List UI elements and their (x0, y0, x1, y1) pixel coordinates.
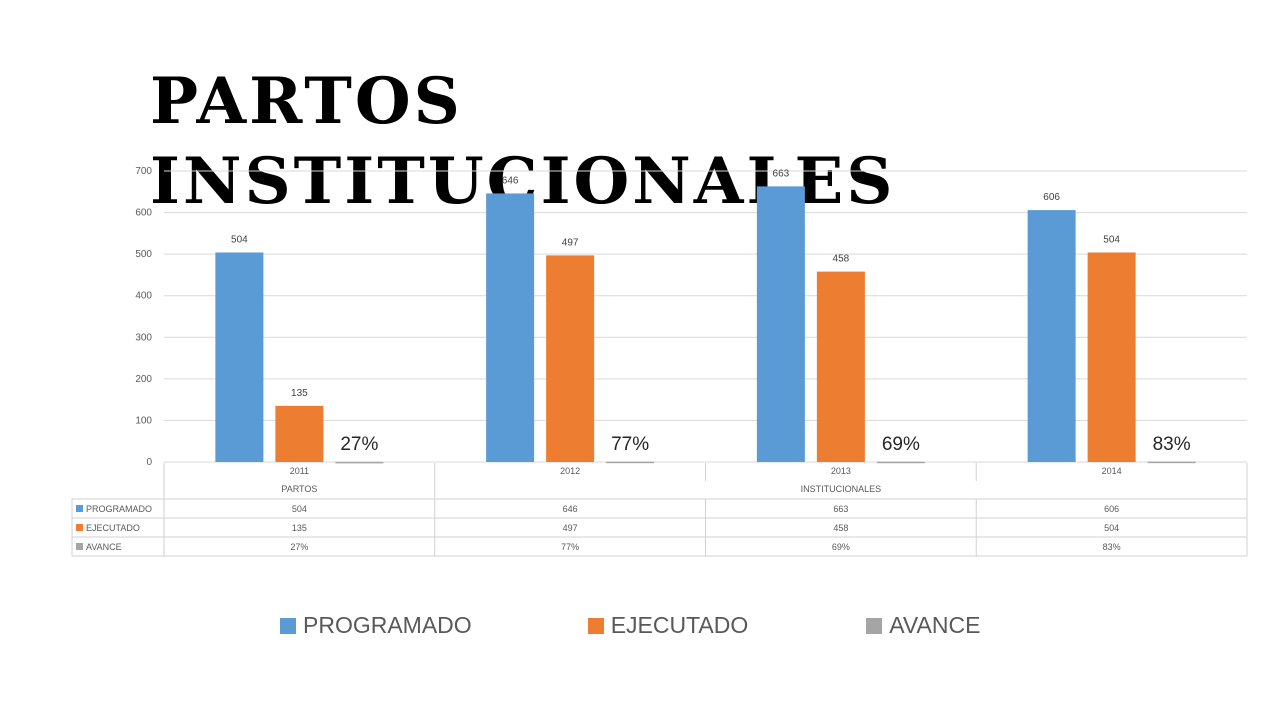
y-tick-label: 700 (135, 166, 152, 177)
table-swatch (76, 524, 83, 531)
table-cell: 27% (290, 542, 308, 552)
bar-ejecutado (816, 271, 865, 462)
data-label: 504 (231, 234, 248, 245)
table-row-label: EJECUTADO (86, 523, 140, 533)
bar-ejecutado (1087, 252, 1136, 462)
legend-item-ejecutado: EJECUTADO (587, 612, 749, 639)
y-tick-label: 100 (135, 415, 152, 426)
legend-swatch (587, 617, 604, 634)
data-label: 606 (1043, 192, 1060, 203)
table-swatch (76, 543, 83, 550)
table-cell: 504 (1104, 523, 1119, 533)
data-label-avance: 77% (611, 434, 649, 455)
table-cell: 77% (561, 542, 579, 552)
table-row-label: PROGRAMADO (86, 504, 152, 514)
table-row-label: AVANCE (86, 542, 122, 552)
table-cell: 663 (833, 504, 848, 514)
y-tick-label: 300 (135, 332, 152, 343)
table-cell: 497 (563, 523, 578, 533)
bar-ejecutado (275, 405, 324, 462)
legend-item-avance: AVANCE (866, 612, 980, 639)
bar-avance (876, 461, 925, 464)
data-label: 646 (502, 175, 519, 186)
bar-chart: 0 100 200 300 400 500 600 700 504 135 27% 646 497 77%… (71, 166, 1248, 557)
data-label: 504 (1103, 234, 1120, 245)
bar-programado (215, 252, 264, 462)
table-cell: 135 (292, 523, 307, 533)
bar-programado (486, 193, 535, 462)
x-tick-label: 2012 (560, 466, 580, 476)
bar-avance (606, 461, 655, 464)
data-label: 497 (562, 237, 579, 248)
legend-item-programado: PROGRAMADO (280, 612, 472, 639)
y-tick-label: 400 (135, 291, 152, 302)
category-group-label: INSTITUCIONALES (801, 484, 882, 494)
bar-programado (1027, 210, 1076, 462)
table-cell: 606 (1104, 504, 1119, 514)
category-group-label: PARTOS (281, 484, 317, 494)
x-tick-label: 2013 (831, 466, 851, 476)
bar-avance (1147, 461, 1196, 464)
legend-swatch (866, 617, 883, 634)
y-tick-label: 600 (135, 208, 152, 219)
bar-programado (756, 186, 805, 463)
bar-avance (335, 461, 384, 464)
data-label-avance: 69% (882, 434, 920, 455)
table-cell: 504 (292, 504, 307, 514)
table-cell: 458 (833, 523, 848, 533)
legend-label: PROGRAMADO (303, 612, 472, 638)
data-label-avance: 27% (340, 434, 378, 455)
legend: PROGRAMADO EJECUTADO AVANCE (280, 612, 980, 639)
legend-label: EJECUTADO (610, 612, 749, 638)
legend-label: AVANCE (889, 612, 981, 638)
data-label: 458 (833, 254, 850, 265)
table-cell: 69% (832, 542, 850, 552)
data-label: 135 (291, 388, 308, 399)
x-tick-label: 2014 (1102, 466, 1122, 476)
table-cell: 83% (1103, 542, 1121, 552)
bar-ejecutado (546, 255, 595, 462)
y-tick-label: 0 (146, 457, 152, 468)
y-tick-label: 200 (135, 374, 152, 385)
data-label: 663 (773, 168, 790, 179)
table-swatch (76, 505, 83, 512)
y-tick-label: 500 (135, 249, 152, 260)
x-tick-label: 2011 (290, 466, 309, 476)
legend-swatch (280, 617, 296, 634)
data-label-avance: 83% (1153, 434, 1191, 455)
table-cell: 646 (563, 504, 578, 514)
